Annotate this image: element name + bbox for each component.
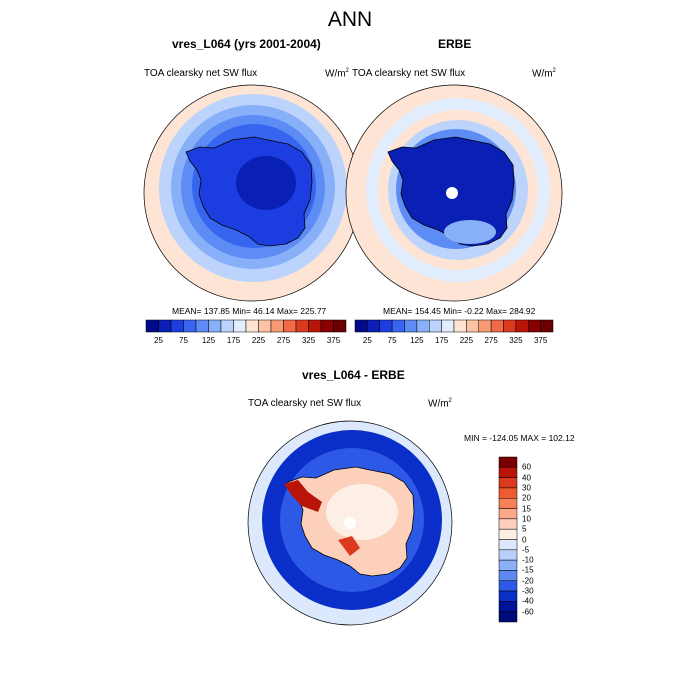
colorbar-swatch	[320, 319, 334, 333]
colorbar-swatch	[354, 319, 368, 333]
colorbar-tick-label: -60	[522, 607, 534, 617]
colorbar-tick-label: 75	[387, 336, 397, 345]
colorbar-swatch	[145, 319, 159, 333]
model-colorbar	[145, 319, 347, 333]
colorbar-tick-label: 175	[434, 336, 449, 345]
diff-polar-map	[247, 420, 453, 626]
model-polar-map	[143, 84, 361, 302]
model-field-label: TOA clearsky net SW flux	[144, 68, 258, 79]
colorbar-tick-label: -5	[522, 545, 530, 555]
colorbar-swatch	[220, 319, 234, 333]
colorbar-swatch	[367, 319, 380, 333]
colorbar-tick-label: 325	[301, 336, 316, 345]
colorbar-swatch	[498, 590, 518, 602]
colorbar-tick-label: 75	[179, 336, 188, 345]
diff-colorbar	[498, 456, 518, 623]
colorbar-tick-label: 30	[522, 483, 531, 493]
colorbar-tick-label: 5	[522, 524, 527, 534]
colorbar-swatch	[308, 319, 322, 333]
colorbar-swatch	[404, 319, 418, 333]
colorbar-swatch	[498, 456, 518, 468]
colorbar-swatch	[158, 319, 172, 333]
colorbar-swatch	[429, 319, 442, 333]
colorbar-tick-label: 25	[362, 336, 372, 345]
colorbar-tick-label: -10	[522, 555, 534, 565]
colorbar-swatch	[498, 559, 518, 571]
colorbar-swatch	[503, 319, 517, 333]
colorbar-swatch	[453, 319, 467, 333]
page-title: ANN	[327, 8, 373, 31]
colorbar-tick-label: 60	[522, 462, 531, 472]
colorbar-swatch	[208, 319, 222, 333]
obs-panel-title: ERBE	[438, 37, 472, 51]
colorbar-swatch	[498, 508, 518, 520]
colorbar-swatch	[466, 319, 479, 333]
colorbar-swatch	[441, 319, 455, 333]
colorbar-swatch	[270, 319, 284, 333]
model-units-label: W/m2	[325, 68, 349, 80]
colorbar-swatch	[498, 487, 518, 499]
obs-field-label: TOA clearsky net SW flux	[352, 68, 466, 79]
colorbar-tick-label: 125	[201, 336, 216, 345]
colorbar-swatch	[233, 319, 247, 333]
obs-units-label: W/m2	[532, 68, 556, 80]
colorbar-tick-label: 0	[522, 535, 527, 544]
colorbar-swatch	[490, 319, 504, 333]
colorbar-swatch	[498, 477, 518, 489]
colorbar-swatch	[498, 498, 518, 509]
colorbar-tick-label: 125	[410, 336, 424, 345]
colorbar-swatch	[333, 319, 347, 333]
colorbar-tick-label: 40	[522, 473, 531, 483]
colorbar-swatch	[498, 601, 518, 612]
colorbar-swatch	[379, 319, 393, 333]
colorbar-swatch	[498, 467, 518, 478]
colorbar-tick-label: 275	[276, 336, 291, 345]
colorbar-swatch	[528, 319, 541, 333]
colorbar-tick-label: -15	[522, 565, 534, 575]
colorbar-swatch	[498, 580, 518, 592]
colorbar-tick-label: 325	[509, 336, 523, 345]
diff-stats: MIN = -124.05 MAX = 102.12	[464, 433, 575, 443]
diff-panel-title: vres_L064 - ERBE	[302, 368, 405, 382]
colorbar-swatch	[295, 319, 309, 333]
colorbar-swatch	[183, 319, 197, 333]
colorbar-swatch	[195, 319, 209, 333]
obs-colorbar	[354, 319, 554, 333]
model-panel-title: vres_L064 (yrs 2001-2004)	[172, 37, 321, 51]
colorbar-swatch	[498, 549, 518, 561]
colorbar-swatch	[416, 319, 430, 333]
colorbar-tick-label: -20	[522, 576, 534, 586]
diff-field-label: TOA clearsky net SW flux	[248, 398, 362, 409]
colorbar-swatch	[170, 319, 184, 333]
obs-stats: MEAN= 154.45 Min= -0.22 Max= 284.92	[383, 306, 536, 316]
colorbar-swatch	[245, 319, 259, 333]
colorbar-tick-label: 375	[326, 336, 341, 345]
colorbar-swatch	[258, 319, 272, 333]
colorbar-swatch	[540, 319, 554, 333]
colorbar-tick-label: 225	[251, 336, 266, 345]
colorbar-tick-label: 25	[154, 336, 163, 345]
colorbar-swatch	[498, 611, 518, 623]
colorbar-swatch	[498, 539, 518, 551]
colorbar-tick-label: 175	[226, 336, 241, 345]
colorbar-swatch	[498, 528, 518, 540]
colorbar-swatch	[391, 319, 405, 333]
colorbar-tick-label: 20	[522, 493, 531, 503]
diff-units-label: W/m2	[428, 398, 452, 410]
colorbar-tick-label: -30	[522, 586, 534, 596]
obs-polar-map	[345, 84, 563, 302]
colorbar-tick-label: 10	[522, 514, 531, 524]
colorbar-swatch	[498, 518, 518, 530]
model-stats: MEAN= 137.85 Min= 46.14 Max= 225.77	[172, 306, 327, 316]
colorbar-tick-label: 225	[459, 336, 474, 345]
colorbar-swatch	[478, 319, 492, 333]
colorbar-swatch	[498, 570, 518, 581]
colorbar-tick-label: -40	[522, 596, 534, 606]
colorbar-swatch	[515, 319, 529, 333]
colorbar-tick-label: 275	[484, 336, 498, 345]
colorbar-tick-label: 375	[533, 336, 548, 345]
colorbar-tick-label: 15	[522, 504, 531, 514]
colorbar-swatch	[283, 319, 297, 333]
